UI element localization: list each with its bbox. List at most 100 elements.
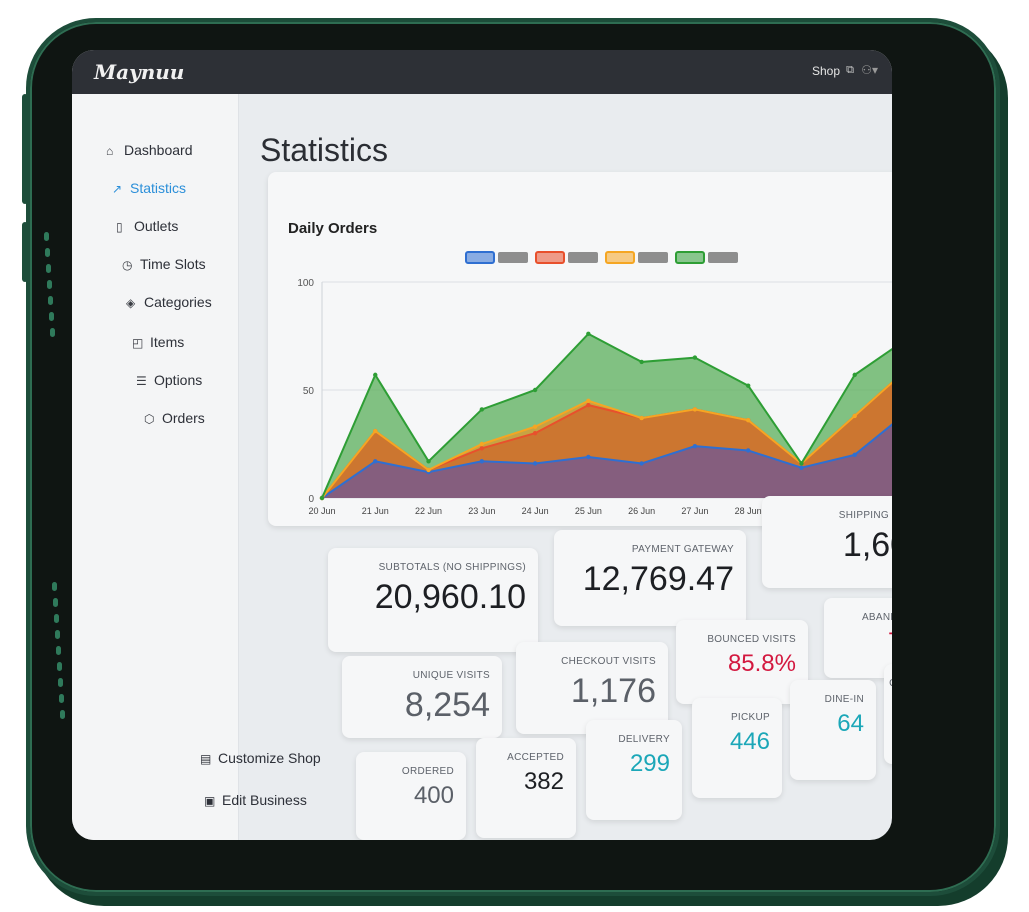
sidebar: ⌂ Dashboard ↗ Statistics ▯ Outlets ◷ Time Slots… (72, 94, 321, 840)
stat-label: ACCEPTED (507, 752, 564, 763)
layers-icon: ◈ (126, 296, 136, 310)
sidebar-footer-customize-shop[interactable]: ▤ Customize Shop (200, 750, 321, 766)
tablet-speaker (46, 264, 51, 273)
page-title: Statistics (260, 132, 389, 168)
shop-link[interactable]: Shop (811, 64, 840, 78)
stat-label: ORDERED (401, 766, 454, 777)
brand-logo[interactable]: Maynuu (94, 60, 185, 84)
data-point (639, 415, 644, 421)
data-point (532, 387, 538, 393)
sidebar-item-label: Statistics (130, 180, 187, 196)
y-tick-label: 50 (303, 386, 315, 397)
stat-card-payment-gateway: PAYMENT GATEWAY 12,769.47 (554, 530, 746, 626)
sidebar-item-outlets[interactable]: ▯ Outlets (116, 218, 178, 234)
tablet-speaker (57, 662, 62, 671)
data-point (373, 428, 378, 434)
data-point (586, 454, 591, 460)
y-tick-label: 100 (297, 278, 314, 289)
data-point (479, 459, 485, 464)
sidebar-footer-edit-business[interactable]: ▣ Edit Business (204, 792, 307, 808)
x-tick-label: 27 Jun (681, 506, 708, 516)
x-tick-label: 23 Jun (468, 506, 495, 516)
data-point (745, 418, 751, 423)
stat-card-unique-visits: UNIQUE VISITS 8,254 (342, 656, 502, 738)
stat-value: 382 (523, 768, 564, 795)
stat-card-bounced-visits: BOUNCED VISITS 85.8% (676, 620, 808, 704)
data-point (692, 355, 698, 360)
stat-value: 64 (837, 710, 864, 737)
data-point (319, 495, 325, 501)
stat-label: BOUNCED VISITS (707, 634, 796, 645)
stat-label: CLOSED (889, 678, 892, 689)
sidebar-item-statistics[interactable]: ↗ Statistics (112, 180, 186, 196)
sidebar-item-label: Outlets (134, 218, 179, 234)
stat-value: 446 (729, 728, 770, 755)
tablet-speaker (49, 312, 54, 321)
tablet-speaker (53, 598, 58, 607)
sidebar-item-time-slots[interactable]: ◷ Time Slots (122, 256, 206, 272)
x-tick-label: 28 Jun (735, 506, 762, 516)
trending-up-icon: ↗ (112, 182, 123, 196)
x-tick-label: 20 Jun (308, 506, 335, 516)
data-point (852, 452, 857, 457)
tablet-speaker (59, 694, 64, 703)
tablet-speaker (58, 678, 63, 687)
stat-card-closed: CLOSED47 (884, 664, 892, 764)
sidebar-item-orders[interactable]: ⬡ Orders (144, 410, 205, 426)
stat-label: SUBTOTALS (NO SHIPPINGS) (378, 562, 526, 573)
data-point (586, 402, 591, 408)
sidebar-item-items[interactable]: ◰ Items (132, 334, 184, 350)
legend-swatch (535, 251, 565, 264)
data-point (692, 443, 698, 449)
tablet-side-button (22, 222, 28, 282)
box-icon: ⬡ (144, 412, 155, 426)
stat-card-abandoned: ABANDONED 777 (824, 598, 892, 678)
data-point (426, 467, 431, 473)
tablet-speaker (54, 614, 59, 623)
stat-card-checkout-visits: CHECKOUT VISITS 1,176 (516, 642, 668, 734)
stat-card-shipping-costs: SHIPPING COSTS 1,601 (762, 496, 892, 588)
list-icon: ☰ (136, 374, 147, 388)
stat-label: PICKUP (730, 712, 770, 723)
legend-label-bar (568, 252, 598, 263)
sidebar-footer-label: Edit Business (222, 792, 307, 808)
data-point (852, 372, 857, 378)
home-icon: ⌂ (106, 144, 114, 158)
sidebar-item-label: Items (150, 334, 185, 350)
external-link-icon[interactable]: ⧉ (846, 64, 854, 76)
data-point (745, 383, 751, 388)
legend-label-bar (498, 252, 528, 263)
data-point (532, 424, 538, 429)
tablet-side-button (22, 94, 28, 204)
series-line-3 (321, 332, 892, 499)
data-point (586, 398, 591, 403)
stat-label: DELIVERY (618, 734, 670, 745)
stat-value: 20,960.10 (374, 578, 526, 616)
data-point (799, 461, 804, 466)
x-tick-label: 24 Jun (522, 506, 549, 516)
chart-title: Daily Orders (288, 220, 378, 237)
stat-value: 1,176 (570, 672, 656, 710)
data-point (799, 465, 804, 470)
data-point (852, 413, 857, 419)
daily-orders-card: Daily Orders 0 50 100 20 Jun 21 Jun 22 Jun 23 … (268, 172, 892, 526)
sidebar-item-categories[interactable]: ◈ Categories (126, 294, 212, 310)
tablet-speaker (44, 232, 49, 241)
sidebar-item-dashboard[interactable]: ⌂ Dashboard (106, 142, 193, 158)
stat-value: 8,254 (404, 686, 490, 724)
sidebar-item-options[interactable]: ☰ Options (136, 372, 202, 388)
sidebar-item-label: Options (154, 372, 203, 388)
tablet-speaker (50, 328, 55, 337)
stat-card-ordered: ORDERED 400 (356, 752, 466, 840)
clock-icon: ◷ (122, 258, 133, 272)
data-point (426, 459, 431, 464)
series-line-0 (321, 423, 892, 499)
user-menu-icon[interactable]: ⚇▾ (861, 63, 878, 77)
data-point (479, 441, 485, 447)
x-tick-label: 22 Jun (415, 506, 442, 516)
data-point (373, 459, 378, 464)
sidebar-item-label: Orders (162, 410, 205, 426)
sidebar-item-label: Time Slots (140, 256, 206, 272)
stat-value: 12,769.47 (582, 560, 734, 598)
sidebar-footer-label: Customize Shop (218, 750, 321, 766)
